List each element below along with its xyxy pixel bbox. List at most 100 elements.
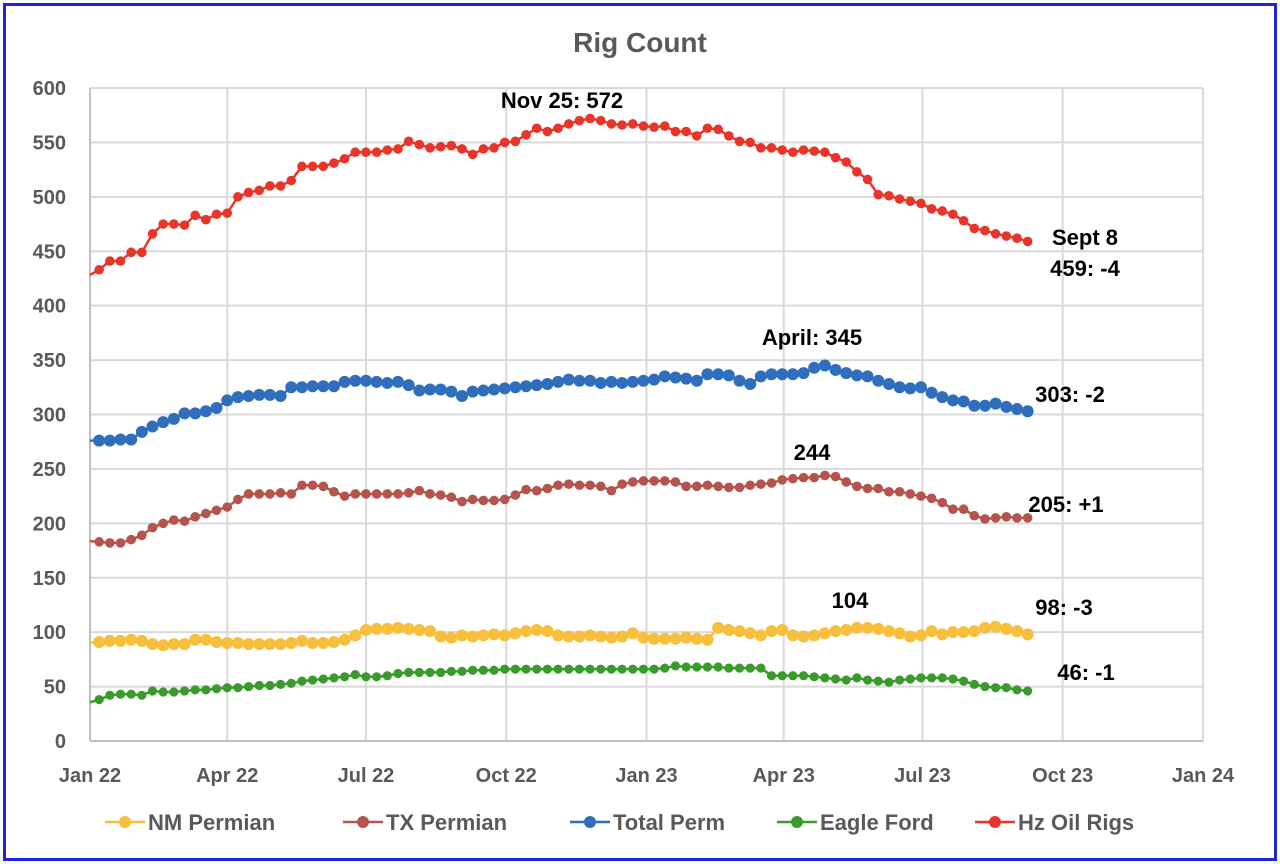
data-point — [93, 635, 106, 648]
data-point — [370, 375, 383, 388]
data-point — [712, 368, 725, 381]
data-point — [317, 380, 330, 393]
data-point — [626, 375, 639, 388]
data-point — [905, 196, 916, 206]
data-point — [702, 662, 713, 672]
data-point — [648, 373, 661, 386]
y-tick-label: 100 — [33, 622, 66, 644]
data-point — [584, 374, 597, 387]
annotation-label: Nov 25: 572 — [501, 88, 623, 113]
data-point — [190, 210, 201, 221]
data-point — [606, 664, 617, 674]
x-tick-label: Oct 23 — [1032, 765, 1093, 787]
data-point — [115, 689, 126, 699]
data-point — [553, 480, 563, 491]
data-point — [936, 391, 949, 404]
data-point — [894, 675, 905, 685]
data-point — [530, 623, 543, 636]
legend-item: Total Perm — [570, 810, 725, 835]
data-point — [862, 483, 873, 494]
data-point — [371, 147, 382, 158]
data-point — [745, 137, 755, 148]
x-tick-label: Jul 22 — [338, 765, 395, 787]
data-point — [968, 625, 981, 638]
legend-swatch-marker — [119, 816, 131, 828]
data-point — [563, 119, 574, 129]
data-point — [820, 673, 830, 683]
chart-frame — [3, 3, 1277, 861]
data-point — [477, 629, 490, 642]
data-point — [1023, 686, 1033, 696]
legend-swatch-marker — [357, 816, 369, 828]
data-point — [169, 515, 179, 525]
annotation-label: 205: +1 — [1028, 492, 1103, 517]
data-point — [435, 141, 446, 152]
data-point — [403, 488, 414, 498]
data-point — [542, 483, 553, 494]
data-point — [798, 671, 809, 681]
data-point — [722, 369, 735, 382]
data-point — [425, 489, 435, 499]
data-point — [861, 370, 874, 383]
data-point — [402, 379, 415, 392]
data-point — [361, 489, 371, 499]
data-point — [157, 416, 170, 429]
data-point — [414, 667, 424, 678]
x-tick-label: Apr 23 — [753, 765, 815, 787]
data-point — [478, 144, 489, 154]
data-point — [969, 510, 980, 521]
data-point — [478, 495, 489, 506]
x-tick-label: Jul 23 — [894, 765, 951, 787]
data-point — [585, 664, 595, 674]
data-point — [125, 433, 138, 446]
data-point — [1021, 628, 1034, 641]
data-point — [925, 386, 938, 399]
data-point — [649, 122, 659, 132]
data-point — [991, 683, 1001, 693]
legend-swatch-marker — [584, 816, 596, 828]
data-point — [318, 481, 329, 492]
data-point — [456, 629, 469, 642]
data-point — [946, 626, 959, 639]
data-point — [242, 389, 255, 402]
annotation-label: Sept 8 — [1052, 225, 1118, 250]
legend-swatch-marker — [791, 816, 803, 828]
data-point — [467, 494, 478, 505]
data-point — [786, 368, 799, 381]
data-point — [681, 662, 691, 672]
data-point — [777, 475, 787, 485]
data-point — [339, 491, 350, 501]
data-point — [852, 167, 862, 177]
data-point — [222, 208, 233, 218]
data-point — [254, 680, 264, 691]
data-point — [788, 671, 798, 681]
y-tick-label: 450 — [33, 241, 66, 263]
data-point — [499, 494, 510, 505]
data-point — [265, 181, 275, 191]
data-point — [744, 627, 757, 640]
data-point — [724, 663, 734, 673]
data-point — [798, 145, 809, 155]
data-point — [701, 368, 714, 381]
data-point — [776, 368, 789, 381]
y-tick-label: 150 — [33, 568, 66, 590]
data-point — [520, 380, 533, 393]
data-point — [914, 381, 927, 394]
data-point — [756, 143, 766, 153]
data-point — [916, 491, 926, 501]
data-point — [274, 389, 287, 402]
data-point — [808, 629, 821, 642]
data-point — [552, 629, 565, 642]
data-point — [242, 638, 255, 651]
data-point — [818, 627, 831, 640]
x-tick-label: Apr 22 — [196, 765, 258, 787]
data-point — [137, 530, 147, 541]
data-point — [766, 671, 777, 681]
data-point — [552, 375, 565, 388]
data-point — [478, 665, 488, 675]
data-point — [595, 481, 606, 492]
data-point — [211, 684, 222, 694]
data-point — [873, 676, 883, 686]
data-point — [222, 502, 233, 512]
data-point — [563, 479, 574, 489]
